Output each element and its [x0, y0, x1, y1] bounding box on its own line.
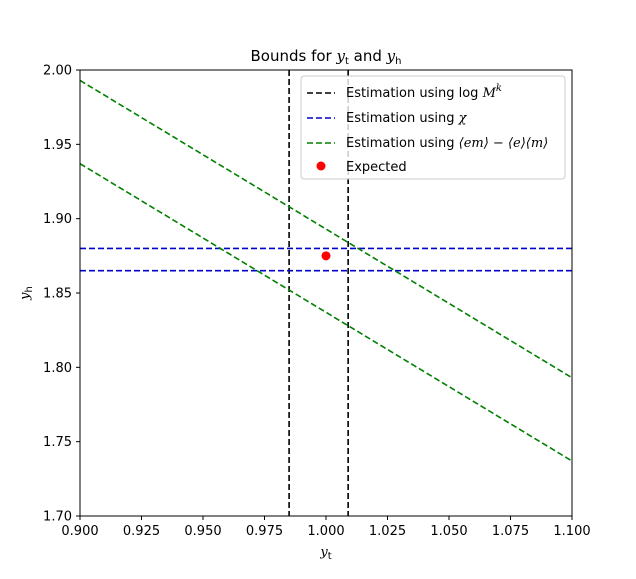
y-tick-label: 1.70 [43, 510, 72, 525]
legend-label-logmk: Estimation using log Mk [346, 83, 502, 101]
x-tick-label: 1.025 [369, 524, 406, 539]
em-bound-line-1 [80, 79, 572, 379]
x-axis: 0.900 0.925 0.950 0.975 1.000 1.025 1.050 1.075… [61, 516, 591, 539]
x-tick-label: 0.925 [123, 524, 160, 539]
legend-label-em: Estimation using ⟨em⟩ − ⟨e⟩⟨m⟩ [346, 136, 548, 151]
em-bound-line-2 [80, 162, 572, 462]
y-tick-label: 2.00 [43, 64, 72, 79]
legend-label-expected: Expected [346, 160, 407, 175]
y-tick-label: 1.85 [43, 287, 72, 302]
legend: Estimation using log Mk Estimation using… [300, 75, 566, 180]
x-tick-label: 0.900 [61, 524, 98, 539]
y-axis-label: yh [18, 286, 35, 301]
y-tick-label: 1.90 [43, 212, 72, 227]
x-tick-label: 1.075 [492, 524, 529, 539]
x-axis-label: yt [319, 545, 331, 562]
legend-box [300, 75, 566, 180]
legend-swatch-expected [316, 161, 326, 171]
expected-point [321, 251, 331, 261]
x-tick-label: 1.050 [430, 524, 467, 539]
legend-label-chi: Estimation using χ [346, 111, 468, 126]
y-axis: 1.70 1.75 1.80 1.85 1.90 1.95 2.00 [43, 64, 80, 525]
x-tick-label: 1.100 [553, 524, 590, 539]
chart-title: Bounds for yt and yh [251, 47, 402, 67]
x-tick-label: 1.000 [307, 524, 344, 539]
y-tick-label: 1.75 [43, 435, 72, 450]
x-tick-label: 0.950 [184, 524, 221, 539]
y-tick-label: 1.80 [43, 361, 72, 376]
x-tick-label: 0.975 [246, 524, 283, 539]
y-tick-label: 1.95 [43, 138, 72, 153]
